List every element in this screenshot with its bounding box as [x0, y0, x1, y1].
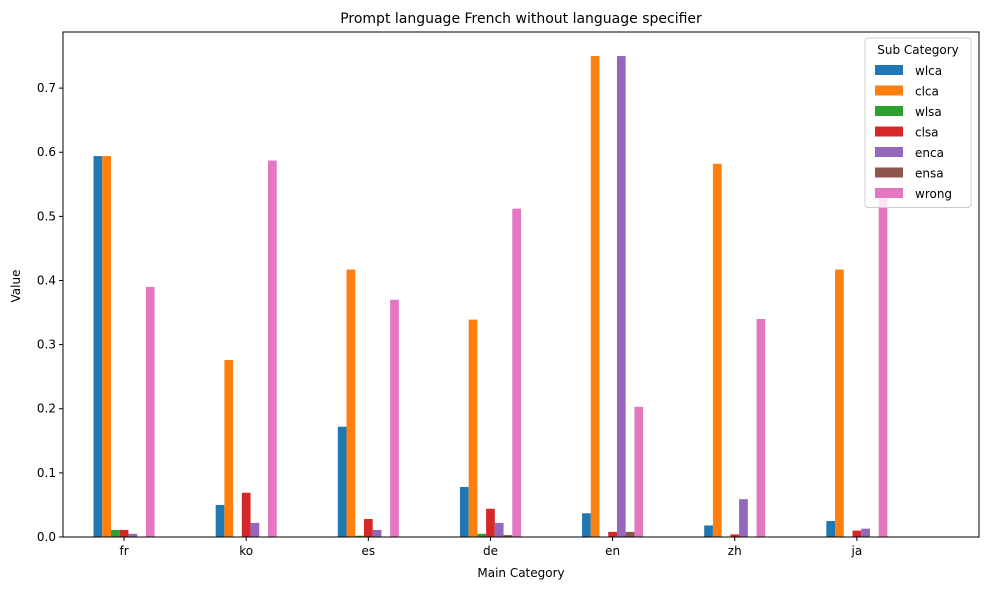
bar-clca-zh	[712, 163, 722, 537]
x-tick-label-ko: ko	[239, 544, 253, 558]
bar-wlca-fr	[93, 156, 103, 537]
axes-layer: 0.0 0.1 0.2 0.3 0.4 0.5 0.6 0.7 fr ko es de en zh ja	[37, 31, 980, 558]
plot-frame	[62, 31, 980, 538]
legend-swatch-ensa	[875, 167, 903, 178]
legend-label-wrong: wrong	[915, 187, 952, 201]
bar-clca-ja	[835, 269, 844, 537]
bar-wlsa-fr	[110, 529, 120, 537]
bar-clca-de	[468, 319, 478, 537]
x-tick-label-zh: zh	[728, 544, 742, 558]
series-clca	[102, 56, 844, 538]
legend-swatch-clsa	[875, 126, 903, 137]
bar-enca-en	[616, 56, 626, 538]
bar-wlsa-de	[477, 533, 487, 537]
bar-clca-en	[590, 56, 600, 538]
y-tick-label: 0.2	[37, 402, 56, 416]
legend-swatch-wrong	[875, 188, 903, 198]
legend: Sub Category wlca clca wlsa clsa enca ensa wron…	[864, 37, 972, 208]
legend-label-wlsa: wlsa	[915, 105, 942, 119]
bar-ensa-de	[503, 535, 513, 537]
legend-swatch-clca	[875, 85, 903, 96]
bar-wlca-de	[459, 486, 469, 537]
bar-enca-ko	[250, 522, 260, 537]
y-tick-label: 0.3	[37, 338, 56, 352]
x-tick-label-fr: fr	[119, 544, 128, 558]
bar-wlsa-es	[355, 535, 364, 537]
bar-wlca-ja	[826, 520, 836, 537]
bars-layer	[93, 56, 888, 538]
series-ensa	[503, 531, 635, 537]
legend-label-clca: clca	[915, 85, 939, 99]
y-tick-label: 0.6	[37, 145, 56, 159]
x-tick-label-ja: ja	[851, 544, 863, 558]
bar-clca-ko	[224, 360, 234, 537]
legend-label-ensa: ensa	[915, 167, 944, 181]
bar-clsa-ko	[241, 492, 251, 537]
bar-wlca-en	[582, 513, 591, 537]
chart-title: Prompt language French without language …	[340, 11, 702, 27]
bar-enca-zh	[739, 499, 748, 537]
bar-wrong-fr	[145, 286, 155, 537]
bar-wlca-ko	[215, 504, 225, 537]
bar-clsa-zh	[730, 534, 740, 537]
bar-wrong-ja	[878, 190, 888, 537]
bar-wrong-es	[390, 299, 399, 537]
bar-wlca-es	[337, 426, 347, 537]
legend-swatch-wlca	[875, 65, 903, 75]
x-tick-label-de: de	[483, 544, 498, 558]
series-clsa	[119, 492, 862, 537]
legend-label-enca: enca	[915, 146, 944, 160]
bar-wrong-de	[512, 208, 521, 538]
bar-clsa-de	[486, 508, 495, 537]
x-axis-label: Main Category	[477, 566, 564, 580]
bar-clca-fr	[102, 156, 111, 537]
legend-title: Sub Category	[877, 43, 958, 57]
legend-box	[864, 37, 972, 208]
bar-enca-de	[494, 522, 504, 537]
legend-swatch-wlsa	[875, 106, 903, 116]
bar-ensa-en	[625, 531, 635, 537]
bar-wrong-zh	[756, 318, 766, 537]
y-tick-label: 0.7	[37, 81, 56, 95]
bar-clsa-en	[608, 531, 617, 537]
bar-clca-es	[346, 269, 356, 537]
bar-wlca-zh	[704, 525, 713, 537]
series-wrong	[145, 160, 888, 538]
bar-wrong-en	[634, 406, 644, 537]
bar-enca-es	[372, 529, 382, 537]
bar-enca-fr	[128, 533, 138, 537]
bar-clsa-ja	[852, 530, 862, 537]
series-wlsa	[110, 529, 487, 537]
legend-label-wlca: wlca	[915, 64, 942, 78]
legend-label-clsa: clsa	[915, 126, 939, 140]
bar-clsa-fr	[119, 529, 129, 537]
y-tick-label: 0.0	[37, 530, 56, 544]
y-axis-label: Value	[9, 270, 23, 303]
y-tick-label: 0.5	[37, 209, 56, 223]
series-enca	[128, 56, 870, 538]
x-tick-label-en: en	[605, 544, 620, 558]
bar-clsa-es	[363, 519, 373, 537]
x-tick-label-es: es	[362, 544, 376, 558]
series-wlca	[93, 156, 836, 537]
y-tick-label: 0.4	[37, 273, 56, 287]
bar-enca-ja	[861, 528, 870, 537]
bar-wrong-ko	[268, 160, 277, 537]
legend-swatch-enca	[875, 147, 903, 157]
y-tick-label: 0.1	[37, 466, 56, 480]
